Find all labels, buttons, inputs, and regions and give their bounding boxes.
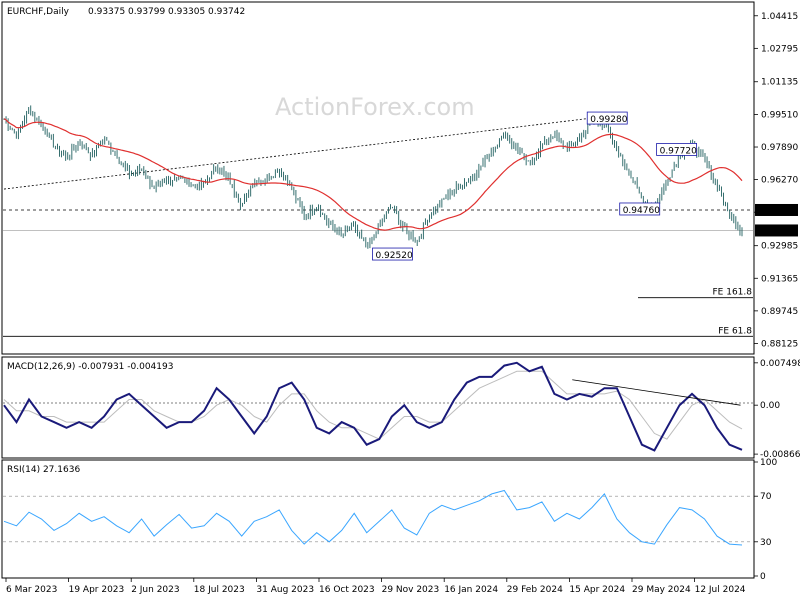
x-tick-label: 16 Oct 2023 bbox=[319, 585, 375, 595]
annotation-box bbox=[372, 247, 413, 261]
annotation-label: 0.97720 bbox=[660, 146, 697, 156]
price-trendline bbox=[3, 114, 621, 190]
macd-tick-label: 0.007498 bbox=[760, 359, 800, 369]
macd-axis: 0.007498 0.00 -0.008666 bbox=[754, 359, 800, 460]
watermark: ActionForex.com bbox=[275, 93, 475, 121]
price-tick-label: 0.99510 bbox=[761, 110, 798, 120]
moving-average-line bbox=[3, 118, 743, 231]
x-tick-label: 12 Jul 2024 bbox=[695, 585, 746, 595]
price-tick-label: 0.88125 bbox=[761, 339, 798, 349]
rsi-panel-frame bbox=[1, 459, 755, 579]
price-tag-label: 0.93742 bbox=[758, 226, 795, 236]
price-panel: ActionForex.com EURCHF,Daily 0.93375 0.9… bbox=[1, 1, 798, 355]
annotation-box bbox=[619, 202, 661, 216]
rsi-panel: RSI(14) 27.1636 100 70 30 0 bbox=[1, 458, 777, 582]
rsi-axis: 100 70 30 0 bbox=[754, 458, 777, 582]
fibonacci-label: FE 161.8 bbox=[713, 288, 753, 298]
x-tick-label: 6 Mar 2023 bbox=[6, 585, 57, 595]
price-axis: 1.04415 1.02795 1.01135 0.99510 0.97890 0.962… bbox=[754, 12, 798, 349]
x-tick-label: 19 Apr 2023 bbox=[69, 585, 125, 595]
x-tick-label: 29 May 2024 bbox=[632, 585, 691, 595]
rsi-tick-label: 30 bbox=[760, 538, 772, 548]
rsi-tick-label: 100 bbox=[760, 458, 777, 468]
ohlc-close: 0.93742 bbox=[208, 7, 245, 17]
price-trendline-line bbox=[3, 114, 621, 190]
price-tick-label: 1.01135 bbox=[761, 78, 798, 88]
macd-signal-line bbox=[3, 370, 743, 440]
annotation-box bbox=[586, 111, 628, 125]
fibonacci-label: FE 61.8 bbox=[718, 326, 752, 336]
macd-trendline bbox=[572, 379, 741, 406]
price-tick-label: 0.91365 bbox=[761, 274, 798, 284]
rsi-tick-label: 0 bbox=[760, 572, 766, 582]
annotation-box bbox=[656, 143, 698, 156]
ohlc-high: 0.93799 bbox=[128, 7, 165, 17]
price-annotations: 0.99280 0.97720 0.94760 0.92520 bbox=[372, 111, 698, 261]
macd-tick-label: 0.00 bbox=[760, 401, 780, 411]
ohlc-open: 0.93375 bbox=[88, 7, 125, 17]
price-tick-label: 0.97890 bbox=[761, 143, 798, 153]
rsi-line bbox=[3, 489, 743, 546]
price-tick-label: 0.89745 bbox=[761, 307, 798, 317]
macd-tick-label: -0.008666 bbox=[760, 450, 800, 460]
price-tick-label: 1.02795 bbox=[761, 44, 798, 54]
macd-panel-frame bbox=[1, 356, 755, 459]
x-tick-label: 29 Feb 2024 bbox=[507, 585, 563, 595]
x-tick-label: 16 Jan 2024 bbox=[444, 585, 498, 595]
annotation-label: 0.94760 bbox=[623, 206, 660, 216]
x-tick-label: 31 Aug 2023 bbox=[256, 585, 314, 595]
x-axis: 6 Mar 2023 19 Apr 2023 2 Jun 2023 18 Jul 20… bbox=[5, 578, 746, 595]
ohlc-low: 0.93305 bbox=[168, 7, 205, 17]
price-tick-label: 1.04415 bbox=[761, 12, 798, 22]
annotation-label: 0.99280 bbox=[590, 115, 627, 125]
rsi-title: RSI(14) 27.1636 bbox=[7, 465, 80, 475]
rsi-level-lines bbox=[3, 495, 753, 543]
x-tick-label: 29 Nov 2023 bbox=[382, 585, 440, 595]
price-tag-box bbox=[755, 203, 798, 216]
x-tick-label: 2 Jun 2023 bbox=[131, 585, 179, 595]
macd-main-line bbox=[3, 361, 743, 452]
x-tick-label: 18 Jul 2023 bbox=[194, 585, 245, 595]
x-tick-label: 15 Apr 2024 bbox=[569, 585, 625, 595]
price-tags: 0.94760 0.93742 bbox=[755, 203, 798, 237]
price-tag-box bbox=[755, 224, 798, 237]
price-tick-label: 0.92985 bbox=[761, 242, 798, 252]
macd-panel: MACD(12,26,9) -0.007931 -0.004193 0.0074… bbox=[1, 356, 800, 460]
price-tick-label: 0.96270 bbox=[761, 176, 798, 186]
macd-trendline-line bbox=[572, 379, 741, 406]
annotation-label: 0.92520 bbox=[375, 251, 412, 261]
price-title: EURCHF,Daily bbox=[7, 7, 70, 17]
price-panel-frame bbox=[1, 1, 755, 355]
macd-title: MACD(12,26,9) -0.007931 -0.004193 bbox=[7, 362, 173, 372]
price-candles bbox=[3, 105, 743, 249]
price-tag-label: 0.94760 bbox=[758, 206, 795, 216]
rsi-tick-label: 70 bbox=[760, 492, 772, 502]
